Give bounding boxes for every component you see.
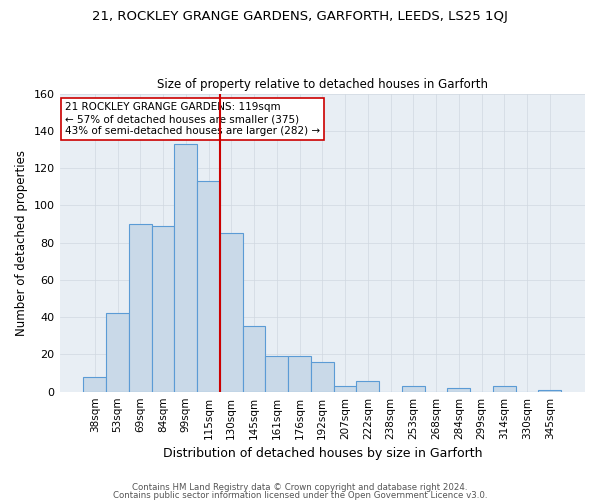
Bar [152, 226, 175, 392]
Bar [402, 386, 425, 392]
Bar [448, 388, 470, 392]
Text: 21 ROCKLEY GRANGE GARDENS: 119sqm
← 57% of detached houses are smaller (375)
43%: 21 ROCKLEY GRANGE GARDENS: 119sqm ← 57% … [65, 102, 320, 136]
Text: Contains HM Land Registry data © Crown copyright and database right 2024.: Contains HM Land Registry data © Crown c… [132, 484, 468, 492]
Bar [356, 380, 379, 392]
X-axis label: Distribution of detached houses by size in Garforth: Distribution of detached houses by size … [163, 447, 482, 460]
Bar [106, 314, 129, 392]
Bar [129, 224, 152, 392]
Y-axis label: Number of detached properties: Number of detached properties [15, 150, 28, 336]
Bar [220, 234, 242, 392]
Text: Contains public sector information licensed under the Open Government Licence v3: Contains public sector information licen… [113, 490, 487, 500]
Title: Size of property relative to detached houses in Garforth: Size of property relative to detached ho… [157, 78, 488, 91]
Bar [334, 386, 356, 392]
Bar [493, 386, 515, 392]
Bar [197, 181, 220, 392]
Text: 21, ROCKLEY GRANGE GARDENS, GARFORTH, LEEDS, LS25 1QJ: 21, ROCKLEY GRANGE GARDENS, GARFORTH, LE… [92, 10, 508, 23]
Bar [288, 356, 311, 392]
Bar [175, 144, 197, 392]
Bar [242, 326, 265, 392]
Bar [265, 356, 288, 392]
Bar [538, 390, 561, 392]
Bar [83, 377, 106, 392]
Bar [311, 362, 334, 392]
